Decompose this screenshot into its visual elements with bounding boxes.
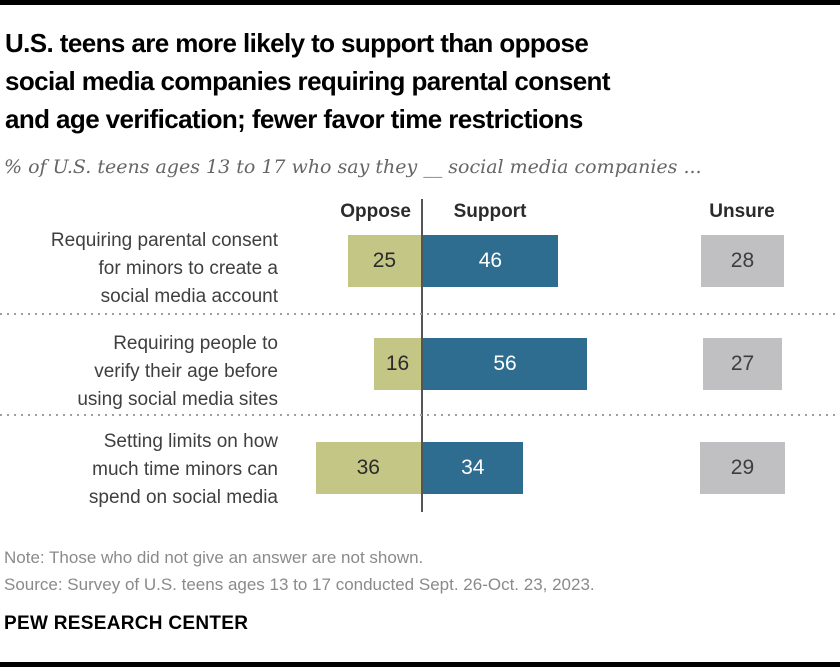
category-label-line: for minors to create a bbox=[98, 258, 278, 279]
oppose-bar: 16 bbox=[374, 338, 421, 390]
zero-axis-line bbox=[421, 199, 423, 512]
footnote: Note: Those who did not give an answer a… bbox=[4, 548, 424, 567]
category-label-line: Setting limits on how bbox=[103, 431, 278, 452]
chart-title-line-1: U.S. teens are more likely to support th… bbox=[5, 28, 589, 58]
category-label-line: verify their age before bbox=[94, 361, 278, 382]
support-bar: 46 bbox=[423, 235, 558, 287]
chart-subtitle: % of U.S. teens ages 13 to 17 who say th… bbox=[4, 156, 702, 178]
unsure-box: 29 bbox=[700, 442, 785, 494]
support-bar: 56 bbox=[423, 338, 588, 390]
top-rule bbox=[0, 0, 840, 5]
chart-title: U.S. teens are more likely to support th… bbox=[5, 24, 611, 138]
category-label: Requiring parental consent for minors to… bbox=[0, 227, 278, 311]
unsure-box: 27 bbox=[702, 338, 783, 390]
bar-row: 36 34 29 bbox=[0, 442, 840, 494]
row-separator-dotted bbox=[0, 414, 840, 416]
category-label-line: much time minors can bbox=[92, 459, 278, 480]
category-label-line: Requiring people to bbox=[113, 333, 278, 354]
source-line: Source: Survey of U.S. teens ages 13 to … bbox=[4, 575, 595, 594]
bottom-rule bbox=[0, 662, 840, 667]
bar-row: 16 56 27 bbox=[0, 338, 840, 390]
row-separator-dotted bbox=[0, 313, 840, 315]
category-label-line: social media account bbox=[100, 286, 278, 307]
category-label-line: using social media sites bbox=[77, 389, 278, 410]
oppose-bar: 25 bbox=[347, 235, 421, 287]
column-header-unsure: Unsure bbox=[709, 201, 775, 222]
pew-research-center-wordmark: PEW RESEARCH CENTER bbox=[4, 613, 249, 634]
unsure-box: 28 bbox=[701, 235, 784, 287]
column-header-support: Support bbox=[453, 201, 527, 222]
bar-row: 25 46 28 bbox=[0, 235, 840, 287]
category-label: Setting limits on how much time minors c… bbox=[0, 428, 278, 512]
chart-title-line-2: social media companies requiring parenta… bbox=[5, 66, 611, 96]
column-header-oppose: Oppose bbox=[340, 201, 411, 222]
support-bar: 34 bbox=[423, 442, 523, 494]
category-label: Requiring people to verify their age bef… bbox=[0, 330, 278, 414]
category-label-line: spend on social media bbox=[88, 487, 278, 508]
category-label-line: Requiring parental consent bbox=[50, 230, 278, 251]
oppose-bar: 36 bbox=[315, 442, 421, 494]
chart-title-line-3: and age verification; fewer favor time r… bbox=[5, 104, 583, 134]
